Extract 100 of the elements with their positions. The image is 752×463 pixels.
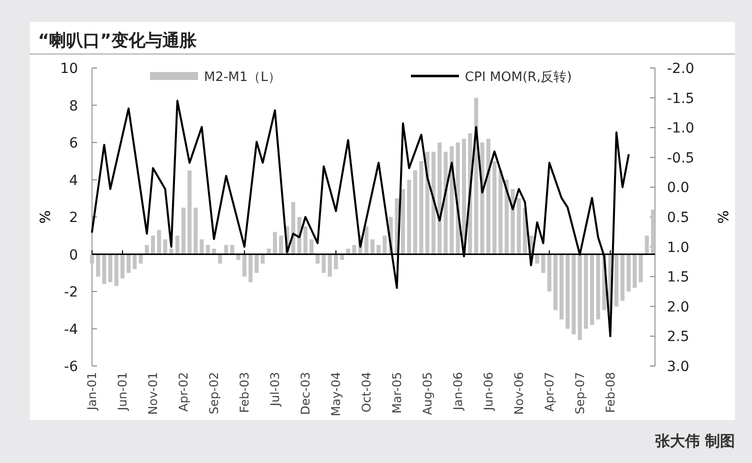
x-tick-label: Nov-06 <box>512 372 526 415</box>
bar <box>407 180 412 254</box>
x-tick-label: Jun-06 <box>481 372 496 412</box>
bar <box>651 210 655 254</box>
bar <box>590 254 594 326</box>
y2-tick-label: -1.0 <box>667 120 694 137</box>
legend-label: CPI MOM(R,反转) <box>464 70 572 85</box>
x-tick-label: Jul-03 <box>268 372 282 408</box>
bar <box>535 254 540 264</box>
x-tick-label: Sep-07 <box>572 372 587 414</box>
legend-label: M2-M1（L） <box>204 70 281 85</box>
y-tick-label: 4 <box>69 172 78 189</box>
y2-tick-label: -1.5 <box>667 90 694 107</box>
bar <box>266 248 271 254</box>
bar <box>126 254 131 273</box>
y-tick-label: 8 <box>69 98 78 114</box>
bar <box>188 170 192 254</box>
bar <box>150 236 155 254</box>
bar <box>566 254 570 329</box>
bar <box>596 254 600 320</box>
bar <box>352 244 356 254</box>
bar <box>236 254 240 260</box>
y2-tick-label: 3.0 <box>667 359 690 375</box>
bar <box>638 254 643 282</box>
y-tick-label: 10 <box>60 61 78 77</box>
bar <box>334 254 338 270</box>
bar <box>316 254 320 264</box>
y2-tick-label: 1.5 <box>667 270 690 286</box>
bar <box>382 236 387 254</box>
bar <box>614 254 618 306</box>
x-tick-label: Mar-05 <box>390 372 404 414</box>
y2-axis-title: % <box>714 210 730 224</box>
bar <box>572 254 576 334</box>
bar <box>626 254 631 292</box>
bar <box>242 254 246 277</box>
x-tick-label: May-04 <box>328 372 343 416</box>
bar <box>310 239 314 254</box>
y2-tick-label: 2.0 <box>667 299 690 316</box>
y-axis-title: % <box>38 210 54 224</box>
bar <box>444 152 448 254</box>
y2-tick-label: -0.5 <box>667 150 694 166</box>
y2-tick-label: 2.5 <box>667 329 690 346</box>
bar <box>144 244 149 254</box>
bar <box>438 142 442 254</box>
bar <box>400 189 405 254</box>
bar <box>206 244 210 254</box>
bar <box>541 254 546 273</box>
y-tick-label: -6 <box>64 359 78 375</box>
bar <box>163 239 168 254</box>
bar <box>498 170 503 254</box>
bar <box>114 254 118 286</box>
bar <box>224 244 228 254</box>
y-tick-label: 6 <box>69 136 78 152</box>
bar <box>175 236 180 254</box>
y-tick-label: -4 <box>64 322 78 338</box>
y2-tick-label: 0.0 <box>667 180 690 196</box>
x-tick-label: Jan-06 <box>450 372 465 412</box>
bar <box>138 254 143 264</box>
bar <box>169 248 174 254</box>
x-tick-label: Sep-02 <box>206 372 221 414</box>
bar <box>376 244 381 254</box>
bar <box>279 236 284 254</box>
text: 张大伟 制图 <box>654 432 735 450</box>
bar <box>346 248 350 254</box>
x-tick-label: Feb-03 <box>237 372 252 413</box>
y2-tick-label: 0.5 <box>667 210 690 226</box>
bar <box>413 170 418 254</box>
bar <box>419 161 424 254</box>
bar <box>644 236 649 254</box>
bar <box>194 208 198 254</box>
bar <box>230 244 234 254</box>
bar <box>340 254 344 260</box>
bar <box>132 254 137 270</box>
bar <box>492 161 496 254</box>
x-tick-label: Feb-08 <box>603 372 618 413</box>
bar <box>181 208 186 254</box>
bar <box>620 254 625 301</box>
bar <box>431 152 436 254</box>
y-tick-label: 0 <box>69 247 78 264</box>
x-tick-label: Apr-07 <box>542 372 556 412</box>
bar <box>547 254 552 292</box>
bar <box>632 254 637 288</box>
x-tick-label: Nov-01 <box>146 372 160 415</box>
bar <box>328 254 332 277</box>
bar <box>260 254 265 264</box>
bar <box>291 202 296 254</box>
bar <box>272 232 277 254</box>
x-tick-label: Dec-03 <box>298 372 312 415</box>
bar <box>96 254 100 277</box>
y-tick-label: -2 <box>64 284 78 300</box>
bar <box>248 254 253 282</box>
y-tick-label: 2 <box>69 210 78 226</box>
bar <box>584 254 588 329</box>
bar <box>200 239 204 254</box>
chart-title: “喇叭口”变化与通胀 <box>38 31 198 51</box>
x-tick-label: Aug-05 <box>420 372 434 416</box>
bar <box>254 254 259 273</box>
bar <box>218 254 222 264</box>
bar <box>322 254 326 273</box>
bar <box>578 254 582 340</box>
